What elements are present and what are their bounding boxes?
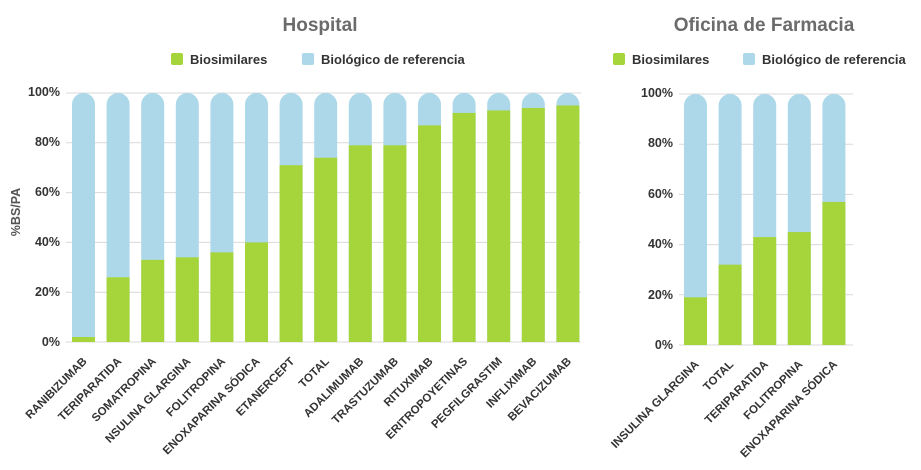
farmacia-y-tick: 100% — [641, 86, 673, 100]
f-category-label: TOTAL — [701, 359, 736, 394]
hospital-y-tick: 80% — [35, 135, 60, 149]
farmacia-y-tick: 20% — [648, 288, 673, 302]
f-bar-biosimilares — [684, 297, 707, 345]
h-bar-biosimilares — [210, 252, 234, 342]
h-bar-biosimilares — [279, 165, 303, 342]
h-bar-biosimilares — [245, 242, 268, 342]
farmacia-chart: Oficina de Farmacia Biosimilares Biológi… — [609, 15, 906, 460]
hospital-legend-label-biosimilares: Biosimilares — [190, 52, 267, 67]
farmacia-legend-swatch-biosimilares — [613, 53, 625, 65]
h-bar-biosimilares — [521, 107, 545, 342]
farmacia-y-tick: 0% — [655, 338, 673, 352]
h-bar-biosimilares — [314, 157, 338, 342]
h-category-label: RANIBIZUMAB — [24, 356, 90, 422]
h-category-label: BEVACIZUMAB — [506, 356, 574, 424]
h-bar-biosimilares — [452, 112, 476, 342]
h-category-label: FOLITROPINA — [164, 356, 228, 420]
h-bar-biosimilares — [556, 105, 580, 342]
hospital-x-labels: RANIBIZUMABTERIPARATIDASOMATROPINANSULIN… — [24, 355, 574, 457]
h-bar-biosimilares — [348, 145, 372, 342]
h-category-label: SOMATROPINA — [90, 356, 159, 425]
hospital-title: Hospital — [283, 15, 358, 36]
h-category-label: TOTAL — [297, 356, 332, 391]
h-bar-referencia — [72, 93, 95, 343]
f-bar-biosimilares — [718, 264, 742, 345]
farmacia-legend-label-biosimilares: Biosimilares — [632, 52, 709, 67]
h-bar-biosimilares — [72, 337, 95, 342]
h-bar-biosimilares — [141, 259, 165, 342]
farmacia-legend-swatch-referencia — [743, 53, 755, 65]
f-bar-referencia — [684, 94, 707, 345]
f-bar-biosimilares — [787, 232, 811, 345]
hospital-chart: Hospital Biosimilares Biológico de refer… — [9, 15, 581, 457]
h-bar-biosimilares — [383, 145, 407, 342]
hospital-y-tick: 40% — [35, 235, 60, 249]
h-bar-biosimilares — [418, 125, 441, 343]
h-category-label: ADALIMUMAB — [302, 356, 367, 421]
farmacia-bars — [684, 94, 846, 345]
h-category-label: TERIPARATIDA — [56, 356, 124, 424]
f-category-label: FOLITROPINA — [742, 359, 806, 423]
hospital-bars — [72, 92, 580, 343]
f-bar-biosimilares — [822, 201, 846, 345]
hospital-y-axis-label: %BS/PA — [9, 188, 23, 236]
f-category-label: INSULINA GLARGINA — [609, 359, 701, 451]
f-bar-biosimilares — [753, 237, 777, 345]
farmacia-legend-label-referencia: Biológico de referencia — [762, 52, 907, 67]
h-bar-biosimilares — [175, 257, 199, 342]
farmacia-x-labels: INSULINA GLARGINA TOTALTERIPARATIDAFOLITR… — [609, 358, 840, 460]
farmacia-legend: Biosimilares Biológico de referencia — [613, 52, 907, 67]
f-category-label: TERIPARATIDA — [703, 359, 771, 427]
hospital-legend-swatch-referencia — [302, 53, 314, 65]
farmacia-y-tick: 60% — [648, 187, 673, 201]
hospital-legend: Biosimilares Biológico de referencia — [171, 52, 466, 67]
farmacia-y-tick: 80% — [648, 136, 673, 150]
hospital-y-tick: 60% — [35, 185, 60, 199]
hospital-legend-swatch-biosimilares — [171, 53, 183, 65]
hospital-y-tick: 20% — [35, 285, 60, 299]
h-bar-biosimilares — [487, 110, 511, 343]
hospital-y-ticks: 0% 20% 40% 60% 80% 100% — [28, 85, 60, 349]
hospital-y-tick: 100% — [28, 85, 60, 99]
hospital-legend-label-referencia: Biológico de referencia — [321, 52, 466, 67]
farmacia-y-tick: 40% — [648, 237, 673, 251]
hospital-y-tick: 0% — [42, 335, 60, 349]
farmacia-y-ticks: 0% 20% 40% 60% 80% 100% — [641, 86, 673, 352]
h-bar-biosimilares — [106, 277, 130, 342]
farmacia-title: Oficina de Farmacia — [674, 15, 855, 36]
